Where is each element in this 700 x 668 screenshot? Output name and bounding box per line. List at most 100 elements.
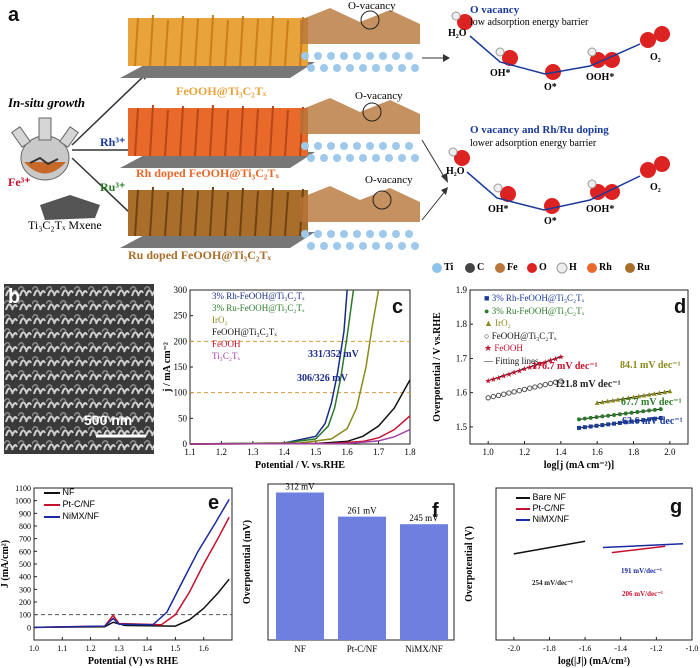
y-tick-label: 700: [19, 535, 31, 544]
species-ooh-2: OOH*: [586, 204, 615, 215]
legend-g-nimx: NiMX/NF: [532, 514, 570, 524]
legend-d-rh: 3% Rh-FeOOH@Ti₃C₂Tₓ: [491, 293, 585, 303]
legend-d-rh-marker: ■: [484, 293, 490, 303]
legend-e-nf-line: [44, 491, 60, 494]
mech1-title: O vacancy: [470, 4, 520, 16]
data-point: [526, 385, 533, 391]
data-point: [625, 395, 631, 400]
legend-d-feooh-mx: FeOOH@Ti₃C₂Tₓ: [491, 330, 557, 341]
reaction-flask-icon: [11, 117, 79, 181]
y-tick-label: 200: [174, 336, 188, 346]
data-point: [656, 390, 662, 395]
panel-d-chart: 1.0 1.2 1.4 1.6 1.8 2.0 1.5 1.6 1.7 1.8 1.9 log[j (…: [432, 285, 689, 471]
x-tick-label: 1.7: [373, 447, 385, 457]
mech2-sub: lower adsorption energy barrier: [470, 138, 597, 149]
data-point: [623, 420, 628, 425]
product-2-label: Rh doped FeOOH@Ti₃C₂Tₓ: [136, 166, 279, 180]
data-point: [588, 415, 593, 420]
y-tick-label: 0: [183, 439, 188, 449]
annot-331: 331/352 mV: [308, 349, 359, 360]
legend-c-iro2: IrO₂: [212, 315, 228, 325]
data-point: ★: [557, 353, 564, 362]
bar-value-label-2: 245 mV: [409, 513, 439, 523]
data-point: [635, 410, 640, 415]
data-point: [646, 392, 652, 397]
fit-line-4: [488, 356, 561, 382]
insitu-label: In-situ growth: [8, 95, 85, 110]
annot-306: 306/326 mV: [297, 373, 348, 384]
x-tick-label: 1.8: [628, 447, 640, 457]
legend-c-ru: 3% Ru-FeOOH@Ti₃C₂Tₓ: [212, 303, 305, 313]
bar-value-label-0: 312 mV: [285, 482, 315, 492]
x-tick-label: -1.6: [579, 644, 592, 653]
feooh-nanorods: [120, 14, 315, 78]
data-point: [511, 389, 517, 395]
legend-d-feooh-mx-marker: ○: [484, 330, 490, 341]
legend-d-ru: 3% Ru-FeOOH@Ti₃C₂Tₓ: [491, 305, 585, 316]
x-tick-label: 2.0: [664, 447, 676, 457]
data-point: [641, 409, 646, 414]
data-point: [558, 378, 564, 384]
data-point: [610, 397, 616, 403]
plot-frame: [495, 487, 693, 641]
data-point: ★: [485, 377, 492, 386]
x-tick-label: 1.2: [216, 447, 227, 457]
legend-g-nimx-line: [516, 518, 530, 521]
panel-c-chart: 1.1 1.2 1.3 1.4 1.5 1.6 1.7 1.8 0 50 100 150 200 250 3…: [162, 285, 416, 471]
scale-bar-label: 500 nm: [84, 412, 133, 428]
mech2-title: O vacancy and Rh/Ru doping: [470, 124, 609, 136]
data-point: [662, 389, 668, 395]
tafel-d-2: 84.1 mV dec⁻¹: [620, 360, 681, 371]
bar-1: [338, 516, 386, 640]
y-tick-label: 900: [19, 509, 31, 518]
data-point: ★: [547, 356, 554, 365]
panel-g-chart: -2.0 -1.8 -1.6 -1.4 -1.2 -1.0 log(|J|) (mA/cm²…: [464, 487, 698, 667]
panel-f-chart: Overpotential (mV) 312 mV NF 261 mV Pt-C/NF 2…: [242, 482, 455, 654]
data-point: [606, 413, 611, 418]
x-tick-label: 1.3: [114, 644, 124, 653]
panel-a: a: [0, 0, 700, 280]
data-point: [647, 417, 652, 422]
data-point: [582, 425, 587, 430]
legend-c: C: [477, 262, 485, 273]
legend-d-fit: Fitting lines: [495, 355, 539, 366]
y-tick-label: 600: [19, 547, 31, 556]
data-point: [647, 408, 652, 413]
mxene-flake-icon: [40, 195, 100, 220]
x-tick-label: 1.2: [519, 447, 530, 457]
y-tick-label: 1100: [15, 484, 31, 493]
species-o-2: O*: [544, 216, 557, 227]
legend-fe: Fe: [507, 262, 518, 273]
fe-ion-label: Fe³⁺: [8, 175, 31, 189]
x-axis-label: Potential / V. vs.RHE: [255, 460, 345, 471]
x-tick-label: 1.1: [57, 644, 67, 653]
crystal-structure-3: [300, 186, 420, 250]
data-point: ★: [490, 375, 497, 384]
y-tick-label: 1000: [15, 497, 31, 506]
category-label-2: NiMX/NF: [405, 644, 443, 654]
legend-c-mxene: Ti₃C₂Tₓ: [212, 351, 241, 361]
data-point: [641, 392, 647, 398]
x-tick-label: -1.4: [614, 644, 627, 653]
data-point: ★: [531, 361, 538, 370]
ru-feooh-nanorods: [120, 186, 315, 248]
y-tick-label: 1.9: [456, 285, 468, 295]
species-o2-2: O₂: [650, 182, 661, 193]
x-axis-label: log[j (mA cm⁻²)]: [544, 460, 614, 471]
data-point: [516, 387, 523, 394]
panel-a-letter: a: [8, 4, 20, 26]
species-ooh-1: OOH*: [586, 72, 615, 83]
data-point: [636, 393, 642, 399]
y-tick-label: 400: [19, 573, 31, 582]
data-point: ★: [516, 366, 523, 375]
data-point: [577, 425, 581, 430]
x-tick-label: 1.4: [555, 447, 567, 457]
data-point: [542, 381, 548, 388]
atom-legend: [432, 262, 635, 274]
data-point: [605, 398, 611, 404]
x-tick-label: 1.0: [483, 447, 495, 457]
x-tick-label: 1.2: [86, 644, 96, 653]
data-point: [641, 418, 646, 423]
legend-d-iro2: IrO₂: [495, 318, 511, 328]
data-point: [547, 380, 554, 387]
